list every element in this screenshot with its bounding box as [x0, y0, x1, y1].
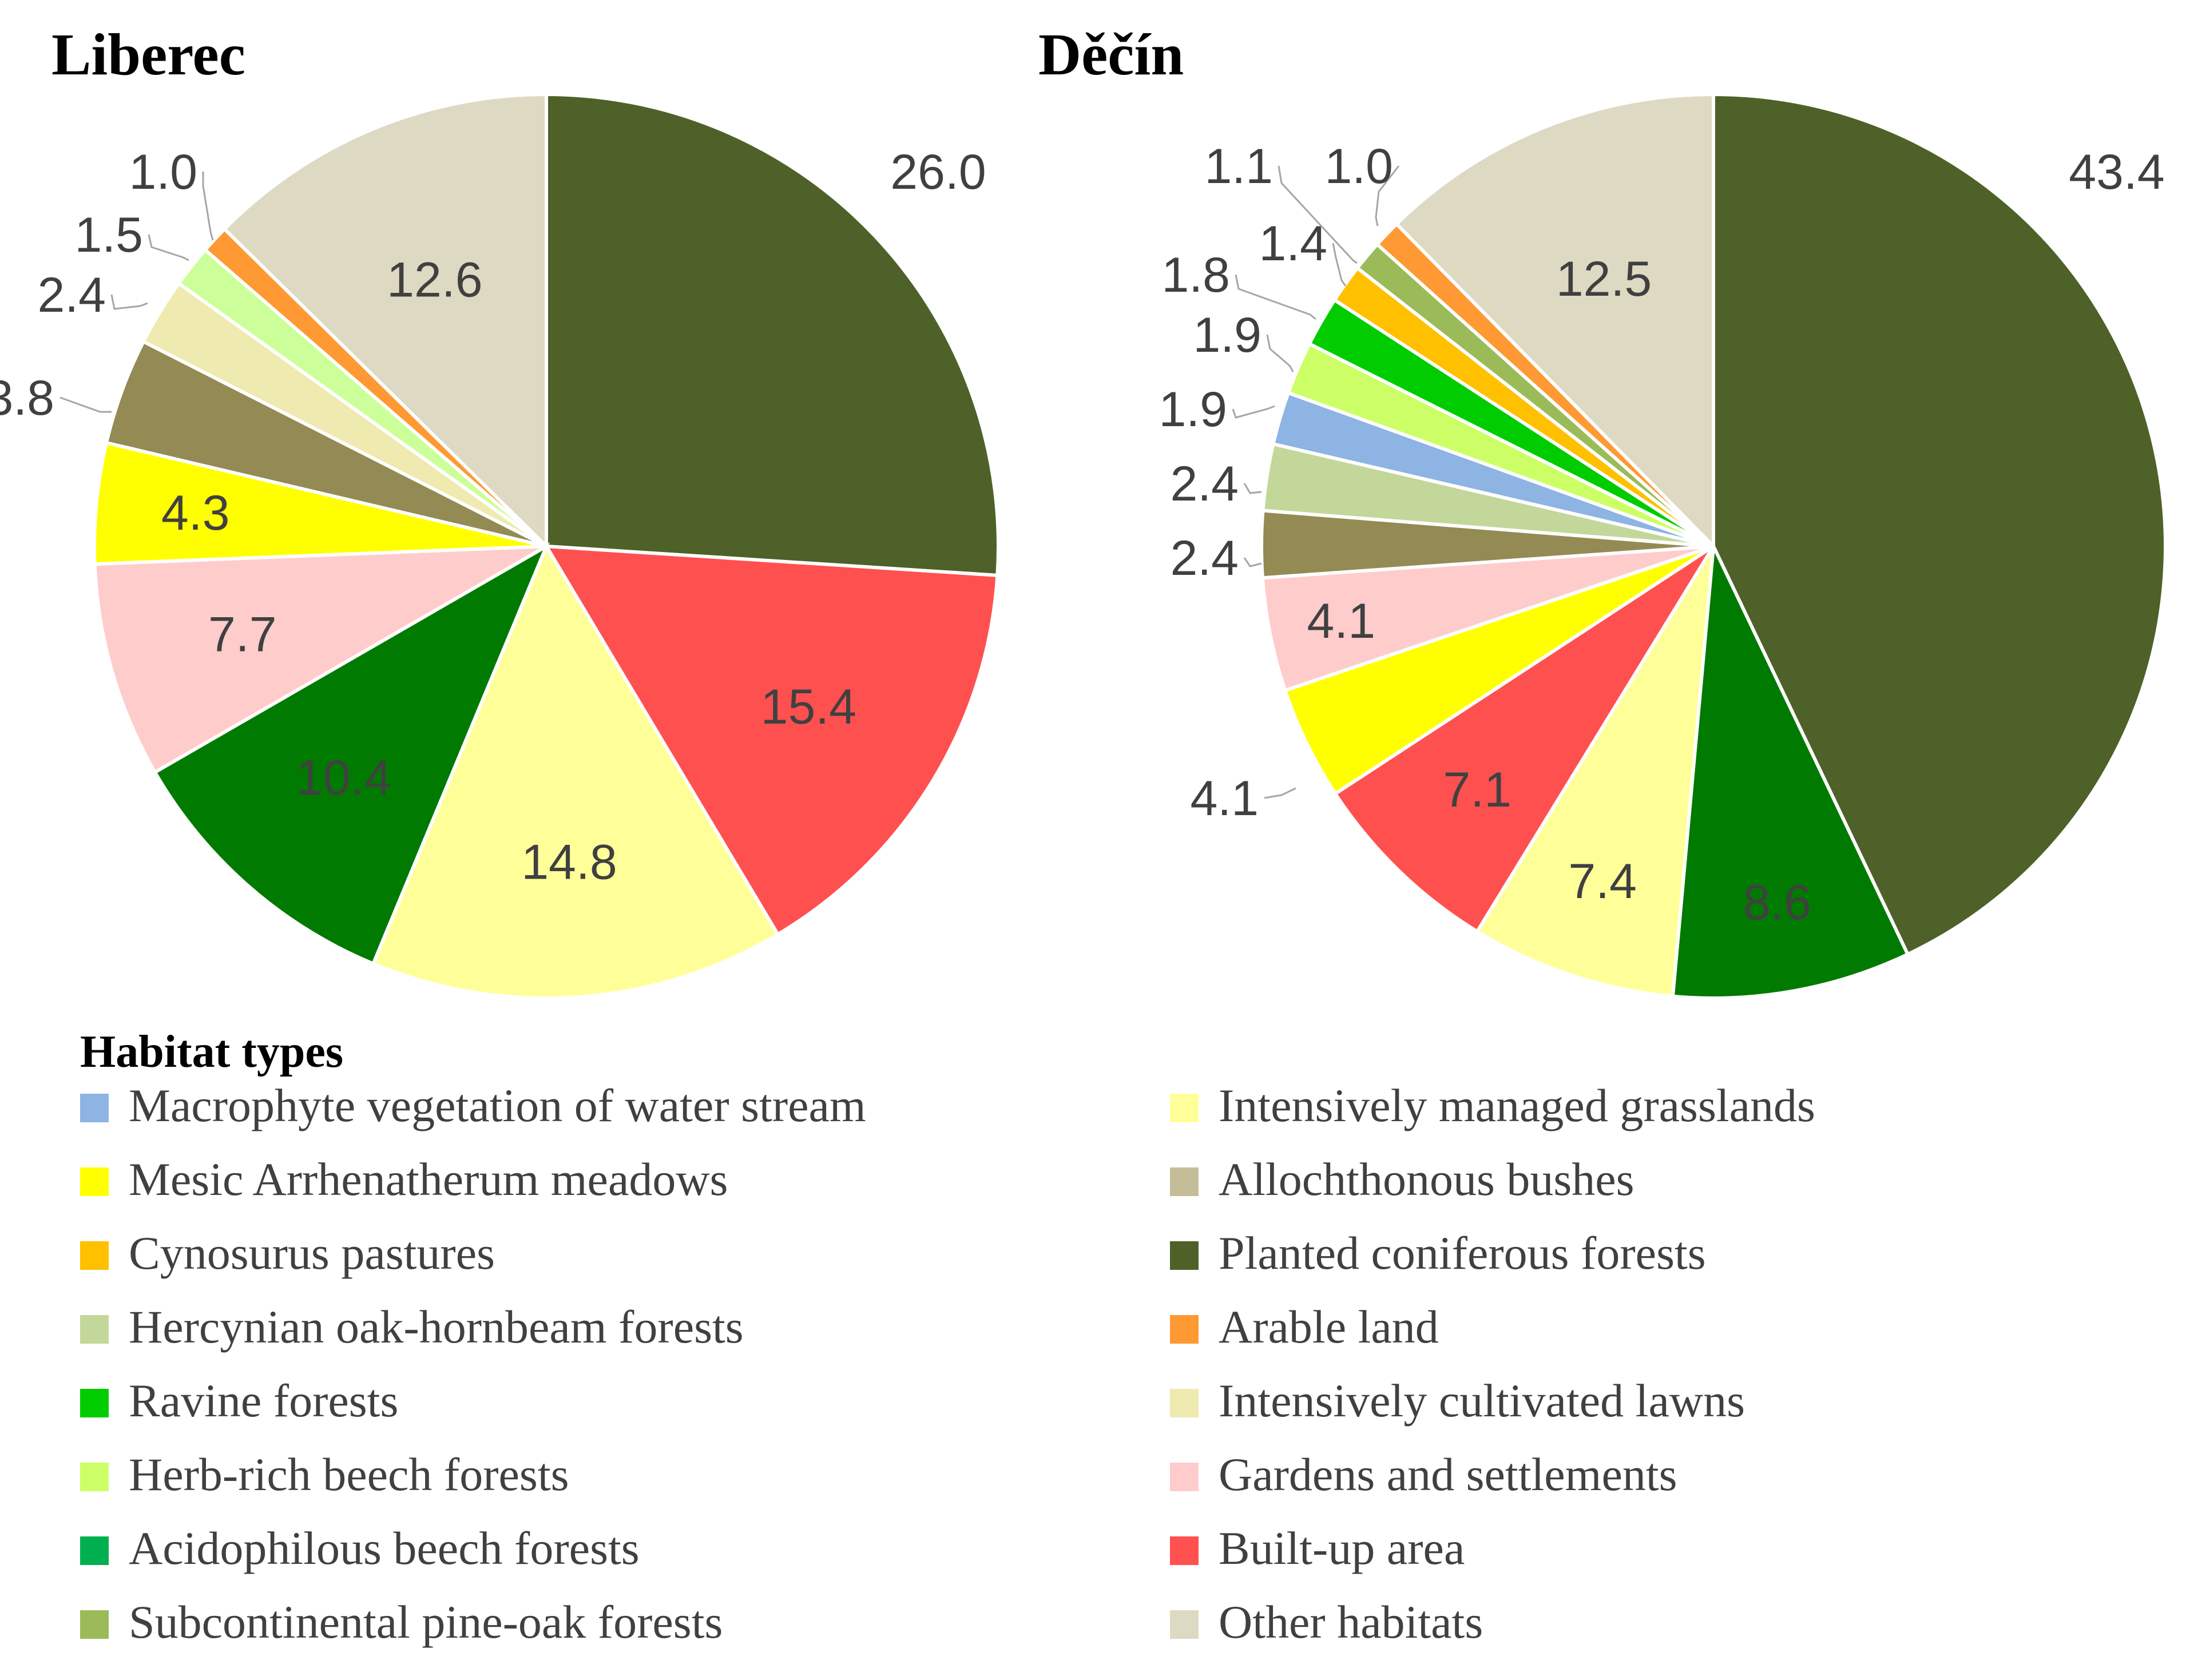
pie-slice-planted-coniferous-forests: [1712, 92, 2168, 957]
data-label: 12.5: [1556, 252, 1652, 307]
legend-item-intensively-cultivated-lawns: Intensively cultivated lawns: [1219, 1375, 1745, 1427]
legend-swatch: [80, 1389, 109, 1417]
leader-line: [1266, 334, 1294, 372]
data-label: 4.1: [1307, 594, 1375, 649]
pie-slice-planted-coniferous-forests: [545, 92, 1000, 578]
chart-title: Liberec: [51, 22, 245, 88]
leader-line: [59, 396, 112, 413]
leader-line: [110, 294, 148, 310]
data-label: 2.4: [1170, 456, 1239, 511]
legend-swatch: [80, 1610, 109, 1639]
leader-line: [1243, 483, 1262, 494]
data-label: 1.4: [1259, 216, 1327, 271]
data-label: 1.9: [1193, 308, 1261, 363]
data-label: 12.6: [387, 253, 482, 308]
pie-slice-gardens-and-settlements: [1260, 545, 1714, 693]
leader-line: [1232, 405, 1275, 419]
legend-swatch: [80, 1463, 109, 1491]
legend-swatch: [80, 1536, 109, 1565]
data-label: 4.3: [161, 486, 230, 541]
legend-item-mesic-arrhenatherum-meadows: Mesic Arrhenatherum meadows: [129, 1153, 728, 1205]
data-label: 8.6: [1743, 875, 1812, 930]
legend-swatch: [80, 1094, 109, 1122]
data-label: 2.4: [1170, 531, 1239, 586]
legend-item-acidophilous-beech-forests: Acidophilous beech forests: [129, 1522, 640, 1574]
data-label: 7.7: [208, 607, 277, 662]
legend-item-cynosurus-pastures: Cynosurus pastures: [129, 1227, 495, 1279]
data-label: 2.4: [37, 268, 106, 323]
legend-item-planted-coniferous-forests: Planted coniferous forests: [1219, 1227, 1706, 1279]
leader-line: [1278, 165, 1358, 264]
pie-slice-gardens-and-settlements: [93, 545, 548, 775]
data-label: 4.1: [1190, 771, 1259, 826]
legend-item-built-up-area: Built-up area: [1219, 1522, 1465, 1574]
legend-item-other-habitats: Other habitats: [1219, 1596, 1483, 1648]
pie-chart-liberec: Liberec 26.0 15.4 14.8 10.4 7.7 4.3 3.8 2.41.5 1.…: [0, 22, 1000, 1000]
legend-title: Habitat types: [80, 1027, 343, 1077]
pie-slice-acidophilous-beech-forests: [152, 542, 550, 966]
legend-swatch: [1170, 1315, 1199, 1344]
legend-item-intensively-managed-grasslands: Intensively managed grasslands: [1219, 1079, 1815, 1131]
legend-item-hercynian-oak-hornbeam-forests: Hercynian oak-hornbeam forests: [129, 1301, 744, 1353]
data-label: 15.4: [761, 680, 856, 734]
legend-item-herb-rich-beech-forests: Herb-rich beech forests: [129, 1448, 569, 1500]
legend-item-allochthonous-bushes: Allochthonous bushes: [1219, 1153, 1634, 1205]
legend-swatch: [1170, 1610, 1199, 1639]
data-label: 3.8: [0, 371, 54, 426]
legend-item-arable-land: Arable land: [1219, 1301, 1439, 1353]
pie-chart-decin: Děčín43.48.67.47.14.14.12.42.41.91.91.81…: [1038, 22, 2168, 1000]
leader-line: [1264, 787, 1296, 799]
legend-item-gardens-and-settlements: Gardens and settlements: [1219, 1448, 1677, 1500]
leader-line: [1235, 274, 1316, 320]
data-label: 1.8: [1161, 248, 1230, 303]
leader-line: [148, 234, 189, 261]
pie-slice-other-habitats: [1394, 92, 1715, 551]
data-label: 1.1: [1204, 139, 1273, 194]
legend-item-subcontinental-pine-oak-forests: Subcontinental pine-oak forests: [129, 1596, 723, 1648]
data-label: 14.8: [521, 835, 617, 890]
data-label: 1.0: [129, 145, 197, 200]
legend-swatch: [80, 1315, 109, 1344]
leader-line: [1375, 165, 1400, 227]
pie-slice-intensively-managed-grasslands: [1474, 545, 1715, 999]
data-label: 1.5: [74, 208, 143, 263]
legend-swatch: [80, 1167, 109, 1196]
leader-line: [1243, 557, 1262, 567]
pie-slice-other-habitats: [222, 92, 548, 551]
legend-swatch: [1170, 1463, 1199, 1491]
pie-slice-mesic-arrhenatherum-meadows: [93, 440, 547, 566]
data-label: 7.1: [1443, 762, 1511, 817]
data-label: 7.4: [1568, 854, 1637, 909]
data-label: 1.9: [1159, 382, 1227, 437]
legend-item-macrophyte-vegetation-of-water-stream: Macrophyte vegetation of water stream: [129, 1079, 866, 1131]
data-label: 26.0: [890, 145, 986, 200]
legend-swatch: [80, 1241, 109, 1270]
leader-line: [1332, 243, 1347, 287]
legend-swatch: [1170, 1536, 1199, 1565]
data-label: 1.0: [1324, 139, 1393, 194]
pie-slice-allochthonous-bushes: [104, 339, 548, 548]
pie-slice-acidophilous-beech-forests: [1671, 539, 1910, 1000]
pie-slice-built-up-area: [543, 544, 999, 937]
pie-slice-intensively-managed-grasslands: [371, 542, 780, 1000]
pie-slice-mesic-arrhenatherum-meadows: [1283, 545, 1715, 796]
leader-line: [202, 172, 214, 241]
data-label: 10.4: [296, 750, 391, 805]
legend: Habitat types Macrophyte vegetation of w…: [80, 1027, 1815, 1648]
chart-title: Děčín: [1038, 22, 1184, 88]
data-label: 43.4: [2069, 145, 2164, 200]
legend-swatch: [1170, 1094, 1199, 1122]
legend-swatch: [1170, 1167, 1199, 1196]
legend-item-ravine-forests: Ravine forests: [129, 1375, 398, 1427]
legend-swatch: [1170, 1241, 1199, 1270]
legend-swatch: [1170, 1389, 1199, 1417]
pie-slice-built-up-area: [1332, 545, 1715, 934]
